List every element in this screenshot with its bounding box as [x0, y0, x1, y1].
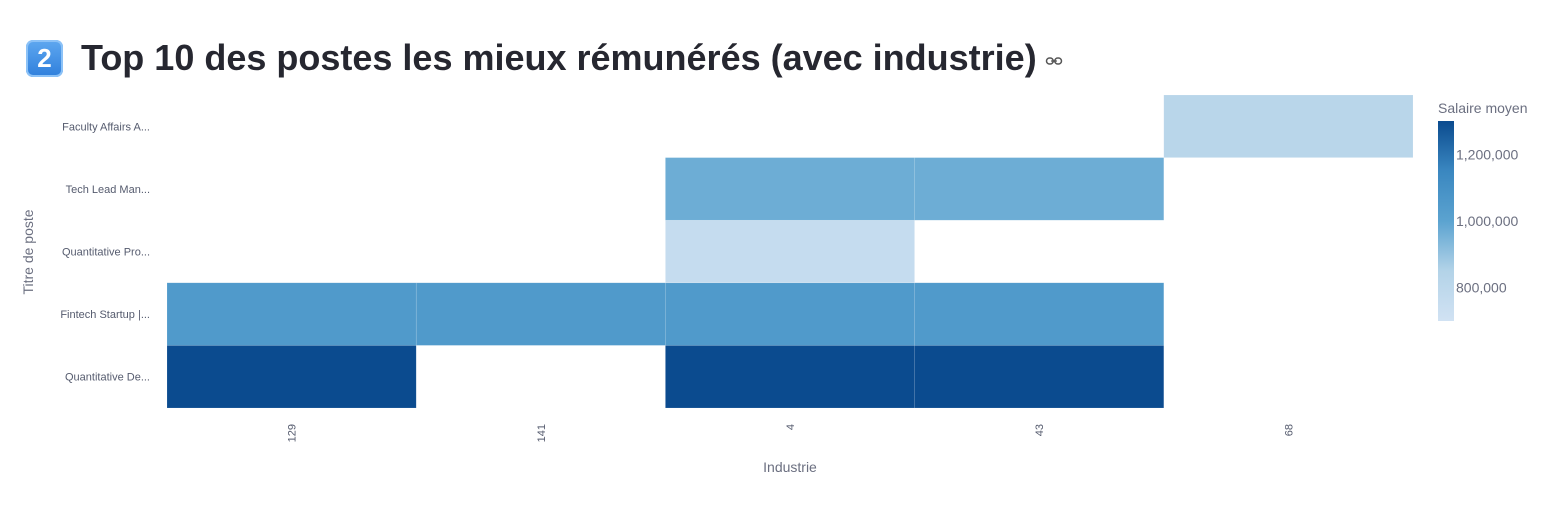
x-tick-label: 43: [1034, 424, 1046, 436]
heatmap-cell[interactable]: [914, 282, 1165, 346]
x-tick-label: 141: [536, 424, 548, 442]
section-header: 2 Top 10 des postes les mieux rémunérés …: [26, 36, 1063, 80]
heatmap-cell[interactable]: [665, 219, 915, 284]
link-icon[interactable]: [1045, 52, 1063, 70]
heatmap-cell[interactable]: [665, 157, 915, 221]
y-tick-label: Faculty Affairs A...: [62, 121, 150, 133]
x-tick-labels: 129 141 4 43 68: [287, 424, 1296, 442]
colorbar-tick-label: 1,000,000: [1456, 213, 1518, 229]
y-tick-label: Tech Lead Man...: [66, 184, 150, 196]
y-axis-title: Titre de poste: [20, 209, 36, 294]
x-tick-label: 68: [1283, 424, 1295, 436]
heatmap-cell[interactable]: [914, 157, 1165, 221]
heatmap-cell[interactable]: [166, 345, 417, 409]
colorbar: [1438, 121, 1454, 321]
heatmap-cell[interactable]: [415, 282, 666, 346]
heatmap-cell[interactable]: [665, 345, 915, 409]
x-tick-label: 129: [287, 424, 299, 442]
colorbar-tick-label: 1,200,000: [1456, 146, 1518, 162]
y-tick-label: Quantitative De...: [65, 372, 150, 384]
heatmap-cells: [166, 94, 1414, 409]
x-axis-title: Industrie: [763, 459, 817, 475]
y-tick-labels: Quantitative De... Fintech Startup |... Qu…: [60, 121, 150, 383]
heatmap-cell[interactable]: [1163, 94, 1414, 158]
colorbar-title: Salaire moyen: [1438, 100, 1528, 116]
x-tick-label: 4: [785, 424, 797, 430]
heatmap-cell[interactable]: [166, 282, 417, 346]
page-title: Top 10 des postes les mieux rémunérés (a…: [81, 37, 1037, 78]
y-tick-label: Fintech Startup |...: [60, 309, 150, 321]
y-tick-label: Quantitative Pro...: [62, 247, 150, 259]
heatmap-cell[interactable]: [914, 345, 1165, 409]
heatmap-cell[interactable]: [665, 282, 915, 346]
colorbar-tick-label: 800,000: [1456, 280, 1507, 296]
colorbar-ticks: 800,000 1,000,000 1,200,000: [1456, 146, 1518, 295]
number-two-badge-icon: 2: [26, 39, 63, 77]
